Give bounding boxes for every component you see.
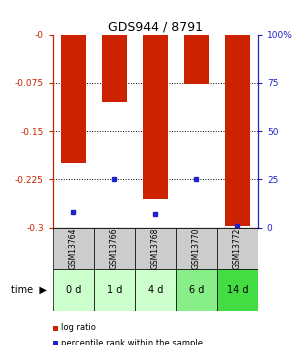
Bar	[217, 269, 258, 310]
Bar	[102, 34, 127, 102]
Text: log ratio: log ratio	[61, 323, 96, 332]
Bar	[53, 228, 94, 269]
Bar	[53, 269, 94, 310]
Text: time  ▶: time ▶	[11, 285, 47, 295]
Text: 1 d: 1 d	[107, 285, 122, 295]
Text: 0 d: 0 d	[66, 285, 81, 295]
Text: 14 d: 14 d	[226, 285, 248, 295]
Bar	[135, 269, 176, 310]
Text: GSM13768: GSM13768	[151, 228, 160, 269]
Bar	[135, 228, 176, 269]
Text: GSM13766: GSM13766	[110, 228, 119, 269]
Text: percentile rank within the sample: percentile rank within the sample	[61, 339, 203, 345]
Bar	[184, 34, 209, 84]
Bar	[94, 269, 135, 310]
Text: 6 d: 6 d	[189, 285, 204, 295]
Text: GSM13772: GSM13772	[233, 228, 242, 269]
Bar	[143, 34, 168, 199]
Bar	[225, 34, 250, 226]
Text: 4 d: 4 d	[148, 285, 163, 295]
Text: GSM13770: GSM13770	[192, 228, 201, 269]
Bar	[94, 228, 135, 269]
Title: GDS944 / 8791: GDS944 / 8791	[108, 20, 203, 33]
Bar	[61, 34, 86, 163]
Bar	[176, 228, 217, 269]
Bar	[217, 228, 258, 269]
Bar	[176, 269, 217, 310]
Text: GSM13764: GSM13764	[69, 228, 78, 269]
